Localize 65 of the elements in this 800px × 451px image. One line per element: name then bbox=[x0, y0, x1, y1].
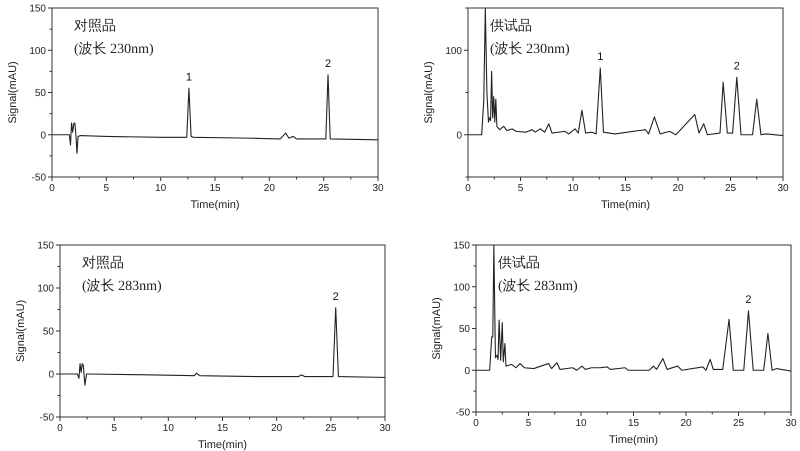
x-tick-label: 20 bbox=[271, 423, 283, 434]
x-tick-label: 20 bbox=[264, 183, 276, 194]
x-tick-label: 30 bbox=[372, 183, 384, 194]
y-tick-label: 0 bbox=[40, 130, 46, 142]
annotation: 2 bbox=[332, 290, 339, 303]
y-axis-title: Signal(mAU) bbox=[15, 300, 27, 362]
x-axis-title: Time(min) bbox=[190, 199, 240, 211]
annotation: 2 bbox=[324, 58, 332, 70]
x-tick-label: 25 bbox=[325, 423, 337, 434]
text: 对照品 bbox=[74, 18, 116, 34]
text: (波长 283nm) bbox=[82, 278, 162, 294]
x-tick-label: 10 bbox=[155, 183, 167, 194]
y-axis-title: Signal(mAU) bbox=[7, 61, 19, 124]
y-tick-label: 50 bbox=[42, 326, 54, 338]
x-tick-label: 5 bbox=[104, 183, 110, 194]
x-tick-label: 30 bbox=[777, 183, 789, 194]
x-tick-label: 10 bbox=[567, 183, 579, 194]
y-tick-label: 50 bbox=[458, 324, 470, 335]
text: 对照品 bbox=[82, 255, 124, 271]
x-tick-label: 20 bbox=[680, 418, 692, 429]
y-axis-title: Signal(mAU) bbox=[431, 297, 443, 360]
annotation: 2 bbox=[745, 294, 752, 306]
annotation: 2 bbox=[734, 60, 740, 72]
x-tick-label: 15 bbox=[628, 418, 640, 429]
x-tick-label: 15 bbox=[620, 183, 632, 194]
text: (波长 283nm) bbox=[498, 278, 578, 294]
annotation: 1 bbox=[597, 50, 604, 63]
text: 供试品 bbox=[490, 18, 532, 34]
y-tick-label: 50 bbox=[34, 88, 46, 99]
x-tick-label: 30 bbox=[785, 418, 797, 429]
y-tick-label: 0 bbox=[464, 366, 470, 377]
y-tick-label: 0 bbox=[456, 130, 462, 142]
y-tick-label: 0 bbox=[48, 370, 54, 380]
x-axis-title: Time(min) bbox=[600, 199, 650, 211]
x-tick-label: 5 bbox=[518, 183, 524, 194]
x-tick-label: 10 bbox=[575, 418, 587, 429]
y-tick-label: 150 bbox=[453, 240, 470, 252]
x-axis-title: Time(min) bbox=[608, 434, 658, 446]
y-tick-label: -50 bbox=[456, 408, 470, 418]
x-tick-label: 0 bbox=[473, 418, 480, 429]
annotation: 1 bbox=[186, 71, 192, 84]
x-tick-label: 25 bbox=[318, 183, 330, 194]
y-tick-label: 150 bbox=[29, 4, 46, 14]
x-axis-title: Time(min) bbox=[198, 439, 248, 451]
y-tick-label: 100 bbox=[453, 282, 470, 294]
x-tick-label: 10 bbox=[162, 423, 174, 434]
x-tick-label: 15 bbox=[216, 423, 228, 434]
text: 供试品 bbox=[498, 255, 540, 271]
x-tick-label: 15 bbox=[209, 183, 221, 194]
y-tick-label: 150 bbox=[37, 240, 54, 252]
x-tick-label: 30 bbox=[379, 423, 391, 434]
x-tick-label: 25 bbox=[724, 183, 736, 194]
y-tick-label: 100 bbox=[37, 284, 54, 294]
y-axis-title: Signal(mAU) bbox=[423, 61, 435, 124]
text: (波长 230nm) bbox=[74, 41, 154, 57]
x-tick-label: 5 bbox=[526, 418, 532, 429]
text: (波长 230nm) bbox=[490, 41, 570, 57]
y-tick-label: 100 bbox=[445, 46, 462, 57]
x-tick-label: 25 bbox=[732, 418, 744, 429]
y-tick-label: 100 bbox=[29, 46, 46, 57]
x-tick-label: 20 bbox=[672, 183, 684, 194]
y-tick-label: -50 bbox=[40, 412, 54, 424]
x-tick-label: 5 bbox=[111, 423, 118, 434]
x-tick-label: 0 bbox=[57, 423, 64, 434]
y-tick-label: -50 bbox=[32, 172, 46, 184]
